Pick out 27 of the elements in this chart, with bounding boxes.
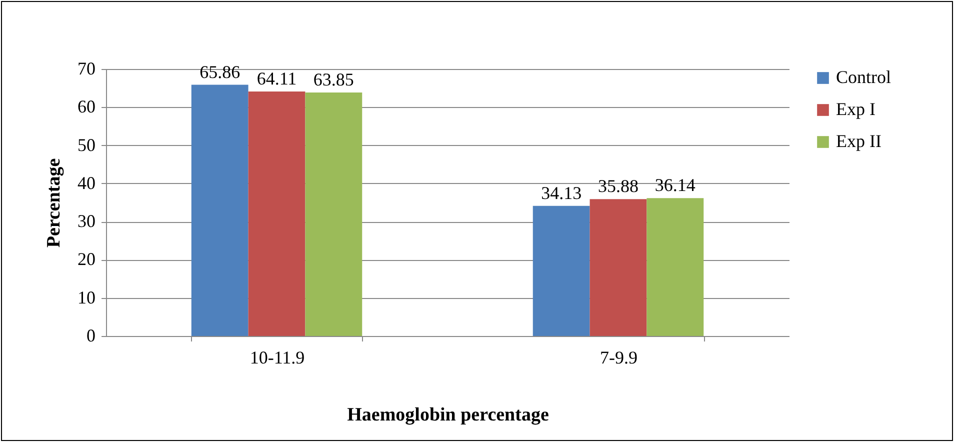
bar [305,92,362,336]
y-tick-label: 40 [78,172,96,193]
bar [191,84,248,336]
y-tick-label: 10 [78,287,96,308]
data-label: 63.85 [313,69,354,90]
y-tick-label: 0 [86,326,96,346]
y-tick-label: 30 [78,211,96,232]
data-label: 65.86 [200,62,240,82]
data-label: 64.11 [256,68,297,88]
data-label: 35.88 [598,176,638,196]
legend-label: Control [836,67,892,87]
data-label: 34.13 [541,182,582,203]
y-tick-label: 70 [78,58,96,78]
x-tick-label: 10-11.9 [250,348,305,368]
bar [590,199,647,336]
bar [248,91,306,336]
bar [532,206,590,336]
y-axis-title: Percentage [44,158,64,248]
x-axis-title: Haemoglobin percentage [347,404,549,426]
y-tick-label: 20 [78,249,96,270]
y-tick-label: 60 [78,96,96,117]
bar [646,198,704,336]
data-label: 36.14 [654,175,696,196]
y-tick-label: 50 [78,134,96,155]
x-tick-label: 7-9.9 [600,348,638,368]
legend-label: Exp I [836,99,876,119]
legend-label: Exp II [836,131,882,151]
